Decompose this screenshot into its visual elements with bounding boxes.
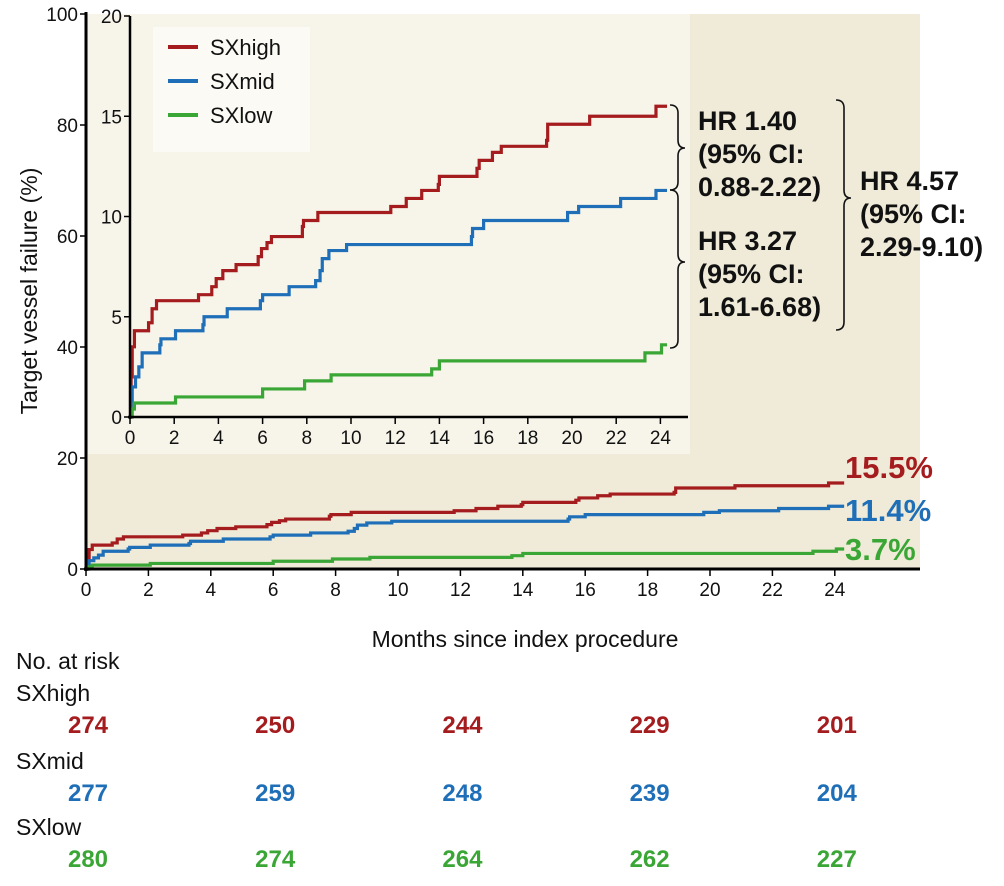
brace-high-low: [835, 99, 852, 331]
x-tick-label-inset: 20: [561, 428, 582, 449]
x-tick-label-main: 16: [575, 580, 596, 601]
x-axis-label: Months since index procedure: [372, 626, 679, 652]
risk-value-sxmid: 204: [817, 780, 858, 807]
inset-curves: [129, 104, 668, 419]
y-tick-label-main: 60: [57, 227, 78, 248]
x-tick-label-main: 22: [762, 580, 783, 601]
x-tick-label-inset: 18: [517, 428, 538, 449]
x-tick-label-main: 4: [206, 580, 217, 601]
hr-mid-low-line1: HR 3.27: [698, 226, 797, 256]
legend-label-sxhigh: SXhigh: [210, 35, 281, 60]
curve-inset-sxlow: [130, 343, 668, 419]
hr-mid-low-line2: (95% CI:: [698, 259, 805, 289]
risk-value-sxmid: 259: [255, 780, 295, 807]
legend-label-sxlow: SXlow: [210, 103, 272, 128]
hr-high-mid-line3: 0.88-2.22): [698, 172, 821, 202]
y-axis-label: Target vessel failure (%): [16, 168, 42, 415]
brace-high-mid: [669, 104, 686, 191]
risk-value-sxlow: 262: [630, 846, 670, 873]
x-tick-label-inset: 6: [257, 428, 268, 449]
x-tick-label-inset: 8: [302, 428, 313, 449]
y-tick-label-main: 100: [46, 5, 78, 26]
main-curves: [85, 481, 845, 571]
x-tick-label-main: 2: [143, 580, 154, 601]
x-tick-label-main: 10: [387, 580, 408, 601]
y-tick-label-inset: 15: [101, 107, 122, 128]
risk-value-sxlow: 280: [68, 846, 108, 873]
risk-row-label-sxlow: SXlow: [16, 814, 82, 840]
x-tick-label-main: 8: [330, 580, 341, 601]
x-tick-label-main: 12: [450, 580, 471, 601]
hr-high-mid-line2: (95% CI:: [698, 139, 805, 169]
x-tick-label-inset: 14: [429, 428, 451, 449]
risk-value-sxhigh: 244: [442, 712, 483, 739]
x-tick-label-main: 20: [699, 580, 720, 601]
x-tick-label-main: 18: [637, 580, 658, 601]
curve-inset-sxhigh: [129, 104, 668, 419]
x-tick-label-inset: 22: [606, 428, 627, 449]
brace-mid-low: [669, 189, 686, 349]
curve-main-sxlow: [86, 547, 845, 571]
x-tick-label-main: 6: [268, 580, 279, 601]
legend-label-sxmid: SXmid: [210, 69, 275, 94]
curve-inset-sxmid: [129, 188, 668, 419]
y-tick-label-main: 20: [57, 449, 78, 470]
x-tick-label-inset: 24: [650, 428, 672, 449]
x-tick-label-inset: 2: [169, 428, 180, 449]
risk-value-sxmid: 248: [442, 780, 482, 807]
y-tick-label-inset: 20: [101, 7, 122, 28]
risk-value-sxmid: 239: [630, 780, 670, 807]
x-tick-label-inset: 4: [213, 428, 224, 449]
end-label-sxmid: 11.4%: [845, 493, 931, 528]
risk-value-sxhigh: 250: [255, 712, 295, 739]
curve-main-sxmid: [85, 504, 845, 571]
y-tick-label-inset: 0: [111, 408, 122, 429]
risk-value-sxmid: 277: [68, 780, 108, 807]
risk-value-sxhigh: 229: [630, 712, 670, 739]
risk-value-sxlow: 264: [442, 846, 483, 873]
risk-table-title: No. at risk: [16, 648, 120, 674]
hr-high-low-line2: (95% CI:: [860, 199, 967, 229]
hr-high-low-line3: 2.29-9.10): [860, 232, 983, 262]
legend: SXhigh SXmid SXlow: [153, 27, 310, 152]
risk-value-sxlow: 227: [817, 846, 857, 873]
y-tick-label-main: 40: [57, 338, 78, 359]
x-tick-label-inset: 0: [125, 428, 136, 449]
x-tick-label-inset: 12: [385, 428, 406, 449]
x-tick-label-main: 0: [81, 580, 92, 601]
risk-value-sxhigh: 201: [817, 712, 857, 739]
risk-row-label-sxhigh: SXhigh: [16, 680, 90, 706]
x-tick-label-inset: 16: [473, 428, 494, 449]
y-tick-label-main: 0: [67, 560, 78, 581]
y-tick-label-main: 80: [57, 116, 78, 137]
y-tick-label-inset: 10: [101, 208, 122, 229]
risk-value-sxhigh: 274: [68, 712, 109, 739]
x-tick-label-main: 14: [512, 580, 534, 601]
hr-mid-low-line3: 1.61-6.68): [698, 292, 821, 322]
x-tick-label-main: 24: [824, 580, 846, 601]
risk-table: No. at risk SXhigh SXmid SXlow 274 250 244…: [16, 648, 857, 873]
y-tick-label-inset: 5: [111, 308, 122, 329]
risk-value-sxlow: 274: [255, 846, 296, 873]
end-label-sxlow: 3.7%: [845, 532, 916, 567]
hr-high-low-line1: HR 4.57: [860, 166, 959, 196]
x-tick-label-inset: 10: [340, 428, 361, 449]
curve-main-sxhigh: [85, 481, 845, 571]
risk-row-label-sxmid: SXmid: [16, 748, 84, 774]
hr-high-mid-line1: HR 1.40: [698, 106, 797, 136]
hazard-ratio-annotations: HR 1.40 (95% CI: 0.88-2.22) HR 3.27 (95%…: [669, 99, 983, 349]
end-label-sxhigh: 15.5%: [845, 450, 933, 485]
